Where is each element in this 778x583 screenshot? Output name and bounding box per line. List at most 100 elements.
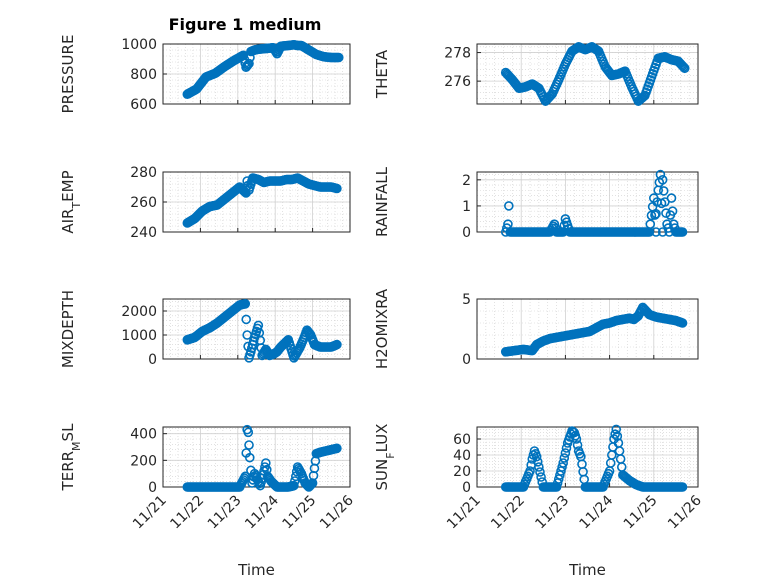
- y-tick-label: 280: [130, 165, 157, 181]
- axes-border: [162, 298, 351, 360]
- data-point: [531, 451, 542, 462]
- x-tick-label: 11/26: [317, 492, 357, 532]
- y-tick-label: 276: [444, 74, 471, 90]
- data-point: [332, 443, 342, 454]
- data-point: [572, 440, 583, 450]
- data-point: [244, 452, 255, 463]
- data-series: [500, 169, 688, 237]
- data-series: [500, 42, 690, 106]
- x-tick-label: 11/23: [532, 493, 572, 533]
- data-point: [244, 440, 254, 450]
- x-tick-label: 11/25: [280, 493, 320, 533]
- data-point: [282, 335, 293, 346]
- data-point: [244, 58, 254, 69]
- data-series: [182, 39, 344, 100]
- data-point: [557, 462, 567, 472]
- data-point: [667, 206, 678, 216]
- y-tick-label: 0: [148, 480, 157, 496]
- y-axis-label: SUNFLUX: [373, 424, 397, 491]
- data-point: [645, 219, 656, 229]
- y-tick-label: 0: [148, 352, 157, 368]
- x-tick-label: 11/21: [130, 493, 170, 533]
- data-series: [182, 424, 342, 492]
- data-point: [678, 62, 689, 72]
- y-tick-label: 0: [462, 480, 471, 496]
- y-axis-label: RAINFALL: [373, 166, 391, 237]
- y-tick-label: 800: [130, 67, 157, 83]
- y-tick-label: 5: [462, 292, 471, 308]
- x-tick-label: 11/26: [665, 492, 705, 532]
- data-point: [677, 61, 688, 71]
- y-axis-label: H2OMIXRA: [373, 288, 391, 369]
- data-point: [655, 169, 666, 180]
- data-series: [500, 302, 688, 357]
- data-point: [677, 227, 688, 237]
- x-tick-label: 11/22: [167, 493, 207, 533]
- data-point: [677, 318, 688, 328]
- data-series: [182, 173, 342, 228]
- subplot-pressure: 600 800 1000 PRESSURE: [59, 35, 351, 113]
- data-point: [532, 456, 543, 467]
- y-tick-label: 1000: [121, 37, 157, 53]
- data-point: [651, 208, 661, 219]
- data-point: [241, 314, 252, 325]
- data-series: [182, 298, 342, 363]
- data-point: [558, 458, 568, 468]
- data-point: [560, 448, 571, 458]
- data-point: [666, 193, 677, 203]
- y-tick-label: 240: [130, 225, 157, 241]
- y-tick-label: 0: [462, 352, 471, 368]
- axes-border: [162, 171, 351, 233]
- subplot-theta: 276 278 THETA: [373, 42, 699, 106]
- y-tick-label: 1000: [121, 328, 157, 344]
- figure-title: Figure 1 medium: [169, 15, 322, 34]
- x-tick-label: 11/22: [488, 493, 528, 533]
- x-tick-label: 11/23: [205, 493, 245, 533]
- x-tick-label: 11/24: [577, 492, 617, 532]
- data-point: [612, 431, 623, 442]
- data-point: [611, 424, 622, 435]
- data-point: [534, 462, 544, 472]
- data-series: [500, 424, 688, 492]
- y-tick-label: 600: [130, 97, 157, 113]
- x-tick-label: 11/24: [242, 492, 282, 532]
- data-point: [290, 476, 300, 486]
- data-point: [242, 61, 252, 71]
- y-axis-label: TERRMSL: [59, 423, 83, 492]
- data-point: [661, 208, 671, 218]
- data-point: [289, 480, 299, 491]
- subplot-mixdepth: 0 1000 2000 MIXDEPTH: [59, 290, 351, 368]
- subplot-rainfall: 0 1 2 RAINFALL: [373, 166, 699, 241]
- y-axis-label: AIRTEMP: [59, 170, 83, 233]
- y-axis-label: MIXDEPTH: [59, 290, 77, 368]
- x-axis-label: Time: [568, 561, 606, 579]
- y-tick-label: 60: [453, 432, 471, 448]
- data-point: [333, 52, 344, 63]
- y-tick-label: 2000: [121, 304, 157, 320]
- data-point: [571, 434, 582, 444]
- y-tick-label: 0: [462, 225, 471, 241]
- data-point: [261, 458, 271, 468]
- y-tick-label: 200: [130, 453, 157, 469]
- data-point: [332, 183, 342, 194]
- axes-border: [162, 43, 351, 105]
- data-point: [305, 480, 316, 490]
- y-axis-label: THETA: [373, 49, 391, 99]
- data-point: [657, 175, 668, 185]
- x-tick-label: 11/21: [444, 493, 484, 533]
- y-tick-label: 260: [130, 195, 157, 211]
- data-point: [504, 201, 514, 211]
- data-point: [559, 453, 570, 463]
- data-point: [679, 63, 690, 74]
- data-point: [651, 227, 661, 237]
- y-tick-label: 278: [444, 46, 471, 62]
- data-point: [658, 186, 669, 196]
- y-tick-label: 400: [130, 427, 157, 443]
- data-point: [332, 339, 342, 350]
- data-point: [243, 427, 254, 438]
- x-tick-label: 11/25: [621, 493, 661, 533]
